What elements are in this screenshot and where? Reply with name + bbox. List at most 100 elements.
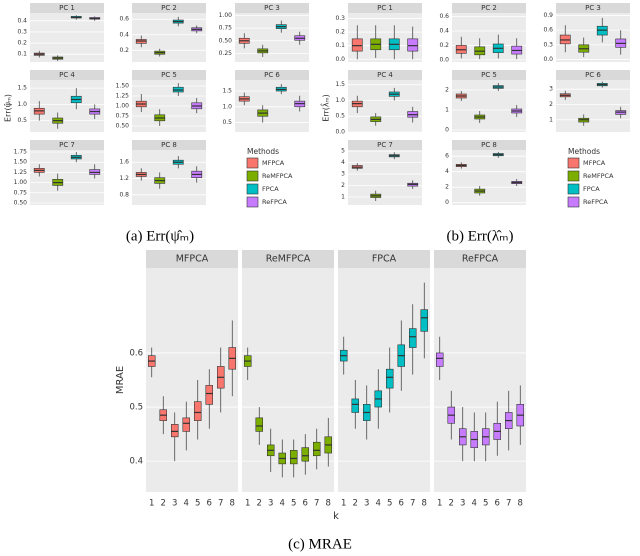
y-tick-label: 2 [445, 184, 449, 191]
y-axis-title: MRAE [115, 366, 126, 394]
strip [146, 250, 238, 268]
x-tick-label: 6 [495, 499, 500, 509]
x-tick-label: 3 [172, 499, 177, 509]
facet-title: PC 2 [161, 4, 177, 12]
strip [30, 70, 104, 80]
plot-panel [348, 13, 422, 62]
facet-title: PC 5 [481, 71, 497, 79]
y-tick-label: 2 [341, 182, 345, 189]
y-tick-label: 3 [341, 171, 345, 178]
x-tick-label: 8 [230, 499, 235, 509]
y-tick-label: 1.25 [116, 93, 130, 100]
y-tick-label: 1.25 [14, 169, 28, 176]
legend-label: MFPCA [262, 159, 285, 167]
legend-label: MFPCA [583, 159, 606, 167]
box-body [289, 450, 298, 465]
x-tick-label: 4 [472, 499, 477, 509]
y-tick-label: 0.9 [543, 12, 553, 19]
plot-panel [30, 80, 104, 132]
legend-key [567, 183, 580, 195]
y-tick-label: 0.6 [119, 16, 129, 23]
strip [452, 70, 526, 80]
x-tick-label: 6 [207, 499, 212, 509]
strip [132, 70, 206, 80]
y-tick-label: 1.00 [219, 12, 233, 19]
y-tick-label: 0.50 [116, 123, 130, 130]
y-tick-label: 1.00 [14, 179, 28, 186]
caption: (c) MRAE [288, 536, 352, 552]
legend-key [567, 157, 580, 169]
y-tick-label: 1.5 [335, 81, 345, 88]
y-tick-label: 0.2 [335, 29, 345, 36]
y-tick-label: 1.50 [116, 83, 130, 90]
box-body [351, 398, 359, 413]
plot-panel [452, 150, 526, 205]
box-body [301, 447, 309, 462]
y-tick-label: 0.3 [17, 28, 27, 35]
x-tick-label: 7 [314, 499, 319, 509]
plot-panel [338, 268, 430, 492]
y-tick-label: 1 [445, 107, 449, 114]
strip [452, 140, 526, 150]
x-tick-label: 5 [195, 499, 200, 509]
strip [235, 3, 309, 13]
y-tick-label: 1.5 [222, 88, 232, 95]
x-tick-label: 7 [410, 499, 415, 509]
strip [556, 70, 630, 80]
legend-label: ReMFPCA [262, 172, 293, 180]
strip [235, 70, 309, 80]
x-tick-label: 3 [364, 499, 369, 509]
facet-title: PC 8 [161, 141, 177, 149]
y-tick-label: 0.5 [335, 113, 345, 120]
legend-key [567, 170, 580, 182]
legend-label: ReFPCA [262, 198, 287, 206]
y-tick-label: 0.1 [335, 42, 345, 49]
y-tick-label: 0.0 [543, 56, 553, 63]
box-body [171, 424, 179, 438]
y-tick-label: 2 [549, 101, 553, 108]
x-tick-label: 6 [399, 499, 404, 509]
caption: (b) Err(λ̂ₘ) [446, 228, 513, 244]
facet-title: PC 7 [59, 141, 75, 149]
strip [338, 250, 430, 268]
legend-title: Methods [247, 147, 279, 156]
y-tick-label: 0.4 [119, 31, 129, 38]
y-tick-label: 1.0 [335, 97, 345, 104]
y-tick-label: 0.3 [335, 15, 345, 22]
y-tick-label: 1.0 [17, 101, 27, 108]
facet-title: PC 3 [264, 4, 280, 12]
y-tick-label: 0.6 [543, 27, 553, 34]
legend-label: FPCA [262, 185, 279, 193]
box-body [255, 417, 264, 432]
y-tick-label: 1.75 [14, 149, 28, 156]
y-tick-label: 0 [445, 127, 449, 134]
x-tick-label: 3 [268, 499, 273, 509]
y-tick-label: 0.5 [222, 119, 232, 126]
legend-key [246, 196, 259, 208]
box-body [385, 368, 394, 389]
legend-key [567, 196, 580, 208]
y-tick-label: 1 [549, 116, 553, 123]
legend-label: ReFPCA [583, 198, 608, 206]
plot-panel [242, 268, 334, 492]
legend-title: Methods [568, 147, 600, 156]
y-tick-label: 4 [445, 168, 449, 175]
y-tick-label: 0.0 [335, 129, 345, 136]
y-tick-label: 0.2 [439, 42, 449, 49]
strip [434, 250, 526, 268]
strip [30, 140, 104, 150]
y-tick-label: 1.6 [119, 159, 129, 166]
x-tick-label: 3 [460, 499, 465, 509]
strip [132, 3, 206, 13]
box-body [194, 401, 202, 421]
x-tick-label: 2 [161, 499, 166, 509]
strip [556, 3, 630, 13]
y-tick-label: 0.75 [116, 113, 130, 120]
strip [242, 250, 334, 268]
x-tick-label: 1 [149, 499, 154, 509]
plot-panel [434, 268, 526, 492]
x-tick-label: 1 [341, 499, 346, 509]
y-tick-label: 0.4 [17, 17, 27, 24]
y-tick-label: 0.3 [543, 41, 553, 48]
facet-title: PC 5 [161, 71, 177, 79]
